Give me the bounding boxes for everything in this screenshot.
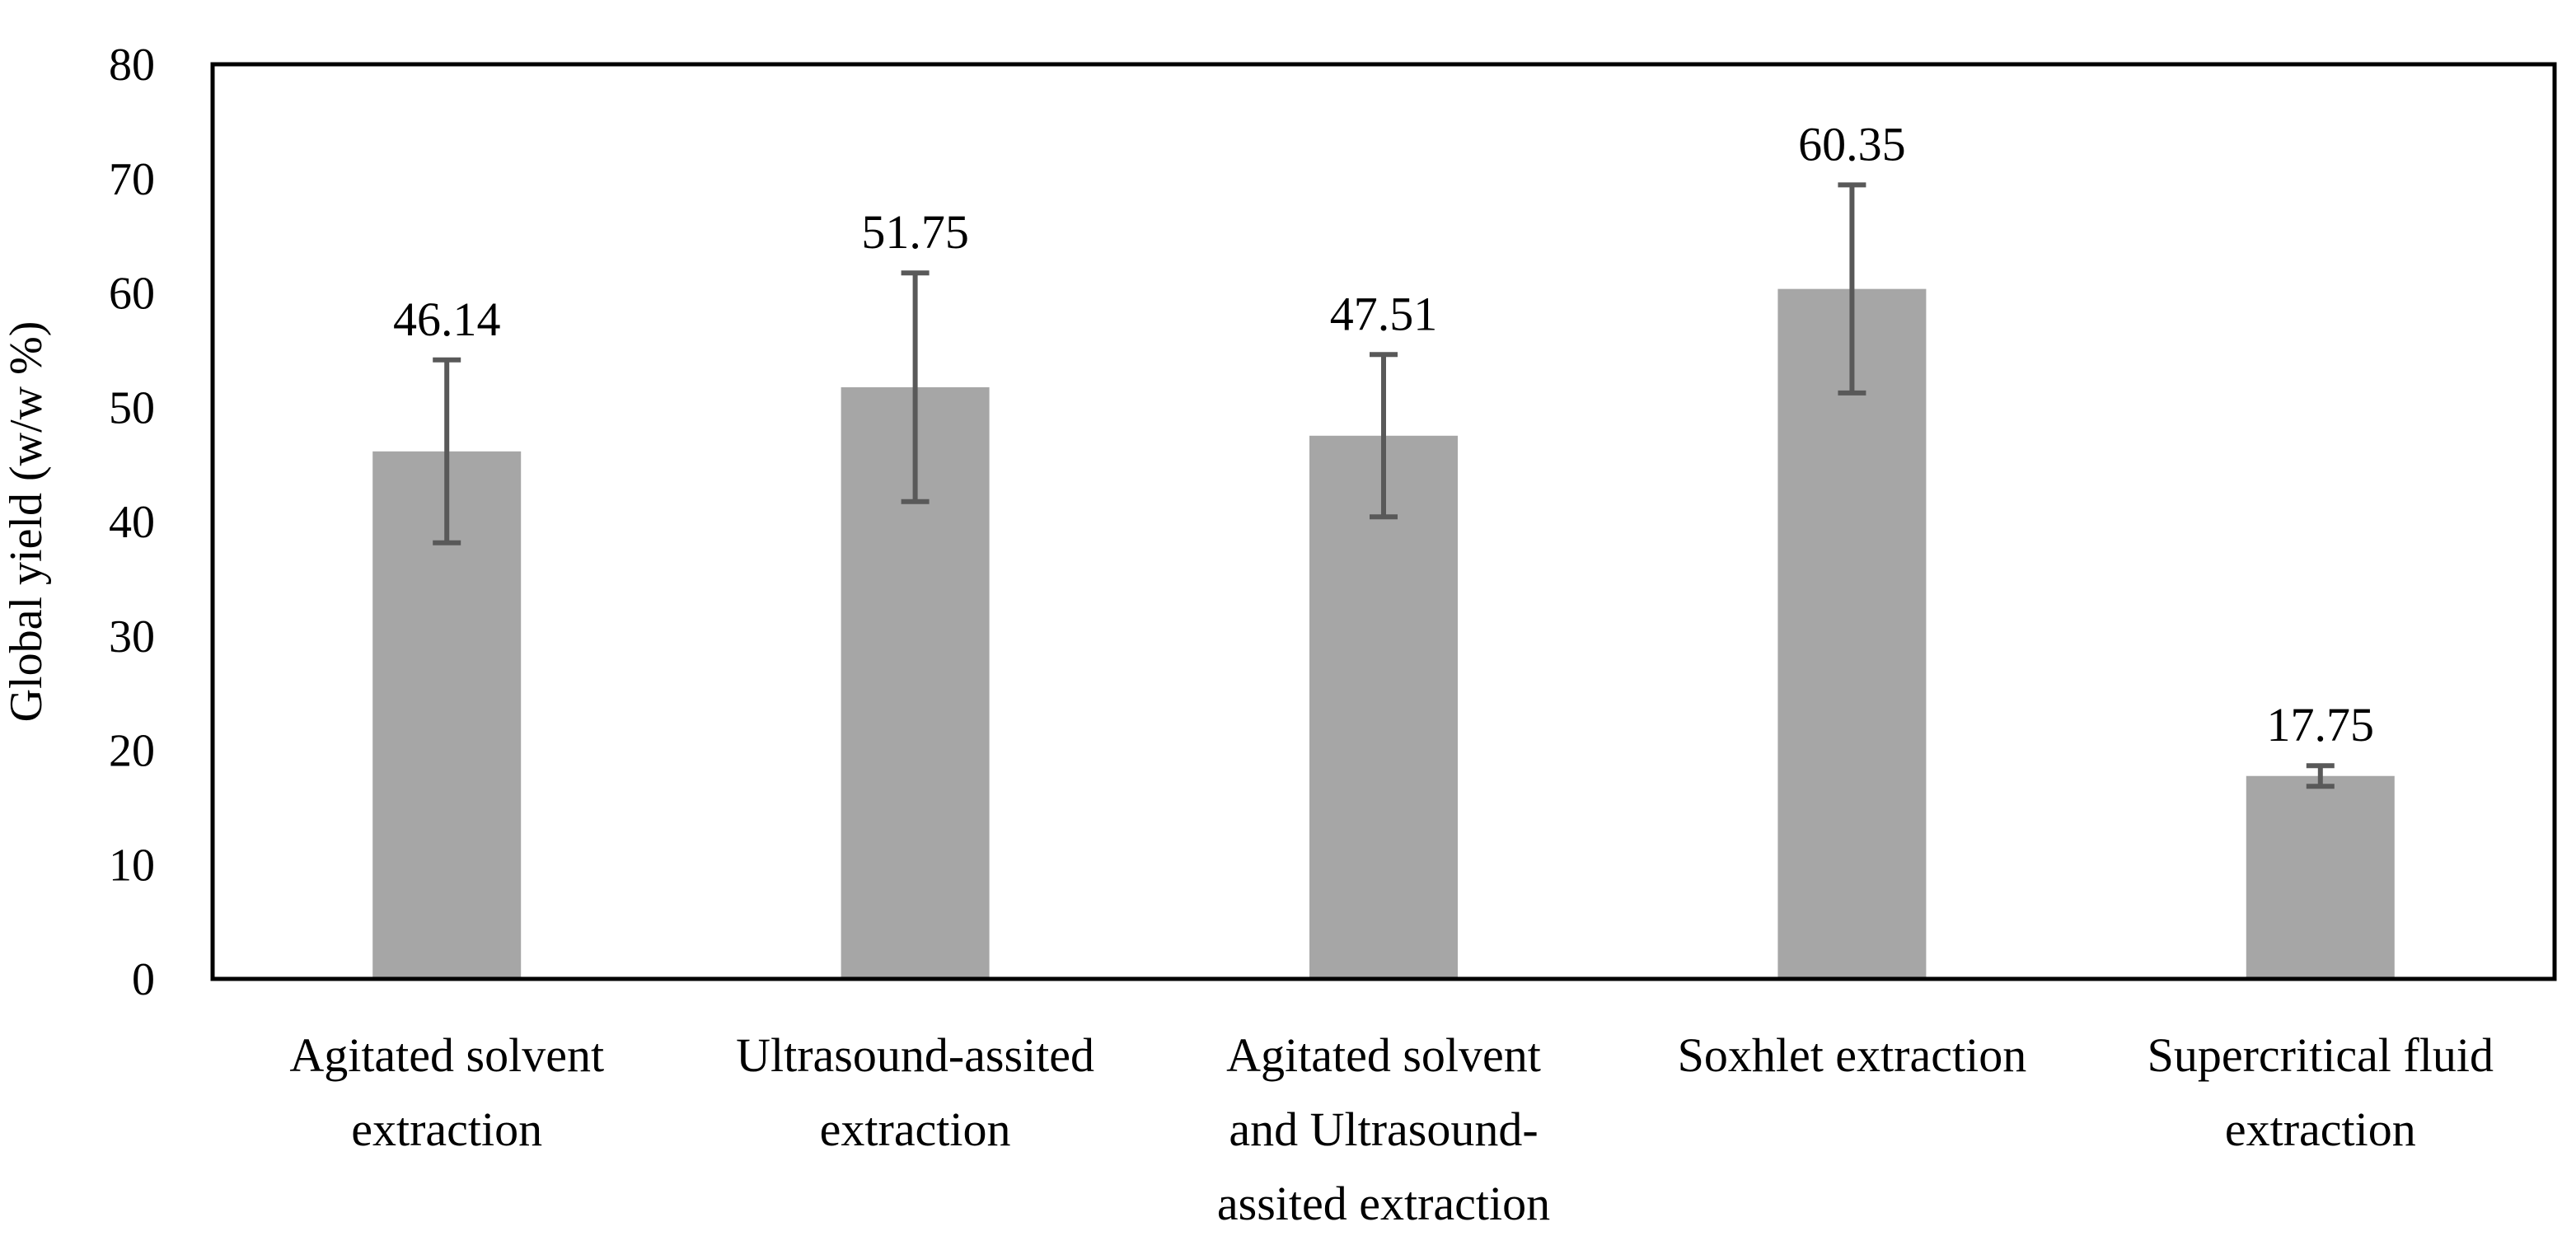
y-tick-label: 10 xyxy=(109,840,155,891)
x-category-label: and Ultrasound- xyxy=(1229,1103,1538,1156)
x-category-label: assited extraction xyxy=(1217,1177,1550,1230)
bar xyxy=(1309,435,1458,979)
bar xyxy=(2246,775,2395,979)
y-axis-title: Global yield (w/w %) xyxy=(1,321,52,723)
y-tick-label: 30 xyxy=(109,611,155,662)
x-category-label: extraction xyxy=(820,1103,1011,1156)
y-tick-label: 70 xyxy=(109,154,155,205)
data-label: 51.75 xyxy=(861,205,969,259)
plot-area: 46.14 51.75 47.51 60.35 17.75 xyxy=(372,117,2395,979)
data-label: 60.35 xyxy=(1798,117,1906,171)
data-label: 17.75 xyxy=(2267,698,2375,751)
x-axis-labels: Agitated solvent extraction Ultrasound-ass… xyxy=(289,1028,2494,1230)
x-category-label: extraction xyxy=(2225,1103,2416,1156)
data-label: 47.51 xyxy=(1330,287,1438,340)
plot-frame xyxy=(210,62,2557,981)
y-tick-label: 0 xyxy=(132,954,155,1005)
y-axis-ticks: 0 10 20 30 40 50 60 70 80 xyxy=(109,40,155,1005)
y-tick-label: 60 xyxy=(109,269,155,320)
y-tick-label: 20 xyxy=(109,726,155,777)
x-category-label: Ultrasound-assited xyxy=(736,1028,1094,1082)
y-tick-label: 80 xyxy=(109,40,155,91)
error-bar xyxy=(433,357,461,545)
x-category-label: Supercritical fluid xyxy=(2147,1028,2494,1082)
data-label: 46.14 xyxy=(393,293,501,346)
error-bar xyxy=(1838,182,1866,396)
y-tick-label: 40 xyxy=(109,497,155,548)
error-bar xyxy=(901,270,930,504)
x-category-label: Agitated solvent xyxy=(1226,1028,1541,1082)
y-tick-label: 50 xyxy=(109,382,155,433)
x-category-label: extraction xyxy=(351,1103,542,1156)
x-category-label: Agitated solvent xyxy=(289,1028,604,1082)
bar xyxy=(1777,288,1927,979)
x-category-label: Soxhlet extraction xyxy=(1678,1028,2027,1082)
error-bar xyxy=(1370,352,1398,520)
error-bar xyxy=(2306,763,2335,789)
